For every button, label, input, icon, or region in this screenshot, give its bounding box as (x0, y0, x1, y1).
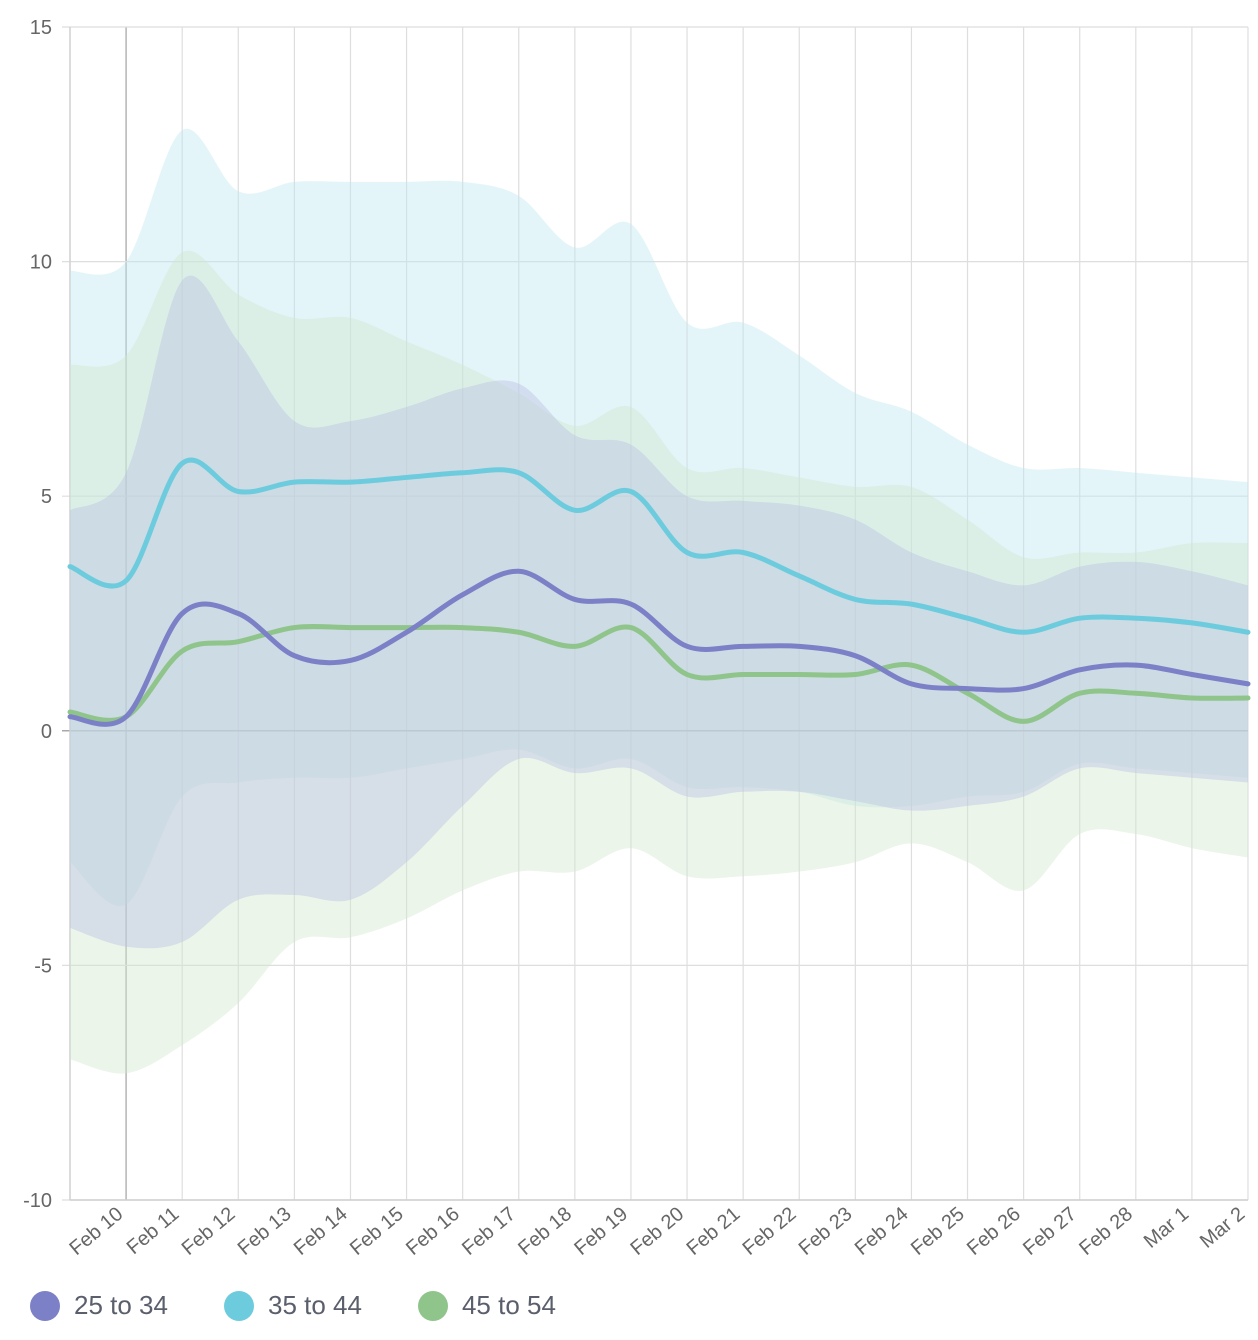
x-tick-label: Feb 10 (65, 1203, 127, 1260)
x-tick-label: Feb 24 (851, 1203, 913, 1260)
x-tick-label: Feb 25 (907, 1203, 969, 1260)
y-tick-label: 15 (30, 17, 52, 39)
x-tick-label: Feb 13 (234, 1203, 296, 1260)
x-tick-label: Feb 27 (1019, 1203, 1081, 1260)
x-tick-label: Feb 28 (1075, 1203, 1137, 1260)
legend-swatch (30, 1290, 60, 1321)
y-tick-label: 0 (41, 721, 52, 743)
x-tick-label: Feb 22 (739, 1203, 801, 1260)
confidence-band (70, 250, 1248, 1074)
confidence-band (70, 275, 1248, 949)
confidence-bands (70, 128, 1248, 1074)
y-tick-label: 5 (41, 486, 52, 508)
legend-label: 35 to 44 (267, 1290, 362, 1320)
y-tick-label: 10 (30, 252, 52, 274)
x-tick-label: Feb 23 (795, 1203, 857, 1260)
x-tick-label: Feb 17 (458, 1203, 520, 1260)
y-axis-ticks: 15 10 5 0 -5 -10 (23, 17, 52, 1212)
x-tick-label: Mar 1 (1140, 1203, 1193, 1253)
x-tick-label: Feb 19 (570, 1203, 632, 1260)
series-line (67, 624, 1251, 724)
series-line (67, 568, 1251, 727)
x-tick-label: Feb 18 (514, 1203, 576, 1260)
legend: 25 to 34 35 to 44 45 to 54 (30, 1290, 556, 1321)
legend-label: 25 to 34 (74, 1290, 168, 1320)
x-tick-label: Feb 26 (963, 1203, 1025, 1260)
x-tick-label: Mar 2 (1196, 1203, 1249, 1253)
grid-layer (62, 26, 1249, 1201)
series-lines (67, 457, 1251, 727)
series-line (67, 457, 1251, 635)
legend-label: 45 to 54 (461, 1290, 556, 1320)
y-tick-label: -5 (34, 955, 52, 977)
x-tick-label: Feb 12 (178, 1203, 240, 1260)
legend-item-25-to-34[interactable]: 25 to 34 (30, 1290, 168, 1321)
legend-swatch (223, 1290, 254, 1321)
x-tick-label: Feb 16 (402, 1203, 464, 1260)
x-tick-label: Feb 20 (626, 1203, 688, 1260)
legend-item-35-to-44[interactable]: 35 to 44 (223, 1290, 362, 1321)
x-tick-label: Feb 14 (290, 1203, 352, 1260)
y-tick-label: -10 (23, 1190, 52, 1212)
x-tick-label: Feb 15 (346, 1203, 408, 1260)
x-tick-label: Feb 21 (683, 1203, 745, 1260)
x-tick-label: Feb 11 (123, 1203, 184, 1259)
legend-item-45-to-54[interactable]: 45 to 54 (417, 1290, 556, 1321)
legend-swatch (417, 1290, 448, 1321)
